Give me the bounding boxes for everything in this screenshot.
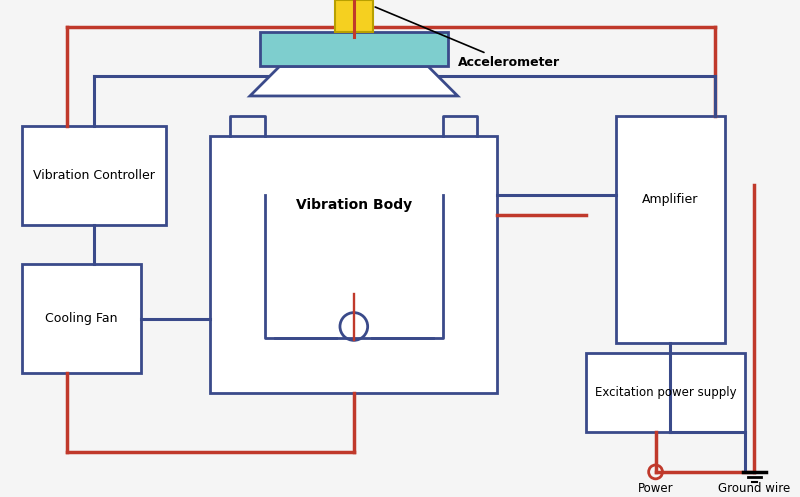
FancyBboxPatch shape <box>22 264 141 373</box>
Text: Power: Power <box>638 482 674 495</box>
Text: Cooling Fan: Cooling Fan <box>46 312 118 325</box>
FancyBboxPatch shape <box>260 32 448 66</box>
Text: Amplifier: Amplifier <box>642 193 698 206</box>
FancyBboxPatch shape <box>616 116 725 343</box>
Polygon shape <box>250 66 458 96</box>
Text: Excitation power supply: Excitation power supply <box>594 386 736 399</box>
FancyBboxPatch shape <box>210 136 498 393</box>
FancyBboxPatch shape <box>335 0 373 32</box>
Text: Vibration Body: Vibration Body <box>296 198 412 212</box>
Text: Accelerometer: Accelerometer <box>375 7 560 69</box>
FancyBboxPatch shape <box>22 126 166 225</box>
Text: Ground wire: Ground wire <box>718 482 790 495</box>
FancyBboxPatch shape <box>586 353 745 432</box>
Text: Vibration Controller: Vibration Controller <box>33 168 154 181</box>
